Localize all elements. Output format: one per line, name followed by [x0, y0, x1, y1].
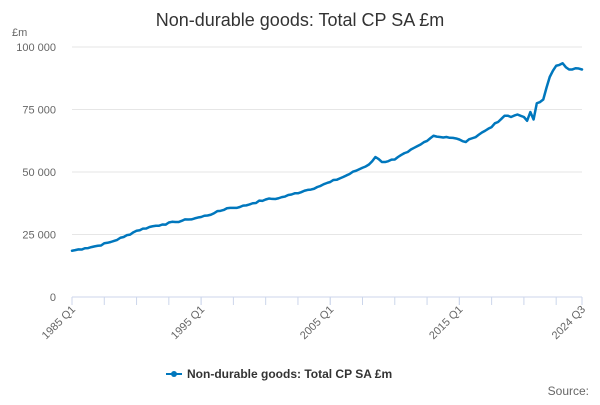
data-point[interactable] [464, 141, 467, 143]
data-point[interactable] [497, 121, 499, 123]
data-point[interactable] [503, 114, 506, 117]
gridlines [72, 46, 582, 235]
data-point[interactable] [122, 236, 125, 238]
data-point[interactable] [535, 102, 538, 105]
data-point[interactable] [484, 129, 487, 132]
data-point[interactable] [84, 247, 86, 250]
data-point[interactable] [290, 193, 293, 196]
data-point[interactable] [213, 212, 215, 215]
data-point[interactable] [555, 64, 558, 67]
data-point[interactable] [406, 151, 409, 153]
data-point[interactable] [526, 119, 529, 122]
data-point[interactable] [581, 68, 583, 71]
source-label: Source: [548, 384, 589, 398]
data-point[interactable] [510, 116, 512, 118]
data-point[interactable] [523, 116, 525, 118]
data-point[interactable] [71, 249, 73, 252]
data-point[interactable] [148, 226, 151, 228]
y-tick-label: 100 000 [16, 42, 56, 54]
x-tick-label: 2005 Q1 [298, 304, 336, 342]
data-point[interactable] [135, 229, 138, 232]
y-tick-label: 50 000 [22, 167, 56, 179]
data-point[interactable] [303, 189, 306, 192]
data-point[interactable] [458, 138, 461, 141]
data-point[interactable] [226, 207, 228, 210]
y-axis-ticks: 0 25 000 50 000 75 000 100 000 [16, 42, 56, 304]
data-point[interactable] [432, 134, 435, 137]
data-point[interactable] [516, 113, 519, 116]
legend-marker [171, 371, 177, 377]
data-point[interactable] [439, 136, 441, 138]
x-tick-label: 1985 Q1 [40, 304, 78, 342]
data-point[interactable] [568, 68, 570, 71]
data-point[interactable] [187, 218, 190, 221]
data-point[interactable] [548, 76, 551, 78]
data-point[interactable] [200, 216, 203, 218]
legend[interactable]: Non-durable goods: Total CP SA £m [166, 367, 392, 381]
data-point[interactable] [316, 186, 319, 188]
chart-title: Non-durable goods: Total CP SA £m [156, 10, 445, 30]
data-point[interactable] [277, 197, 280, 200]
data-point[interactable] [393, 158, 396, 161]
y-tick-label: 75 000 [22, 105, 56, 117]
y-tick-label: 25 000 [22, 230, 56, 242]
data-point[interactable] [238, 206, 241, 208]
data-point[interactable] [380, 161, 383, 163]
data-point[interactable] [445, 136, 448, 138]
data-point[interactable] [109, 241, 112, 243]
data-point[interactable] [161, 223, 164, 226]
y-axis-unit-label: £m [12, 27, 27, 39]
series-layer [70, 62, 584, 252]
x-axis: 1985 Q1 1995 Q1 2005 Q1 2015 Q1 2024 Q3 [40, 296, 588, 342]
data-point[interactable] [264, 198, 267, 201]
data-point[interactable] [419, 143, 422, 146]
x-tick-label: 1995 Q1 [169, 304, 207, 342]
data-point[interactable] [574, 67, 577, 70]
data-point[interactable] [529, 111, 532, 113]
series-line[interactable] [70, 62, 584, 252]
data-point[interactable] [251, 202, 254, 205]
data-point[interactable] [542, 98, 545, 101]
x-tick-label: 2024 Q3 [550, 304, 588, 342]
data-point[interactable] [368, 163, 370, 166]
data-point[interactable] [471, 137, 474, 140]
data-point[interactable] [96, 244, 99, 247]
legend-label: Non-durable goods: Total CP SA £m [187, 367, 392, 381]
data-point[interactable] [174, 221, 177, 223]
data-point[interactable] [374, 156, 377, 158]
data-point[interactable] [532, 118, 535, 121]
x-tick-label: 2015 Q1 [427, 304, 465, 342]
data-point[interactable] [355, 169, 357, 172]
data-point[interactable] [561, 62, 564, 65]
data-point[interactable] [342, 176, 345, 178]
data-point[interactable] [329, 181, 332, 183]
y-tick-label: 0 [50, 292, 56, 304]
